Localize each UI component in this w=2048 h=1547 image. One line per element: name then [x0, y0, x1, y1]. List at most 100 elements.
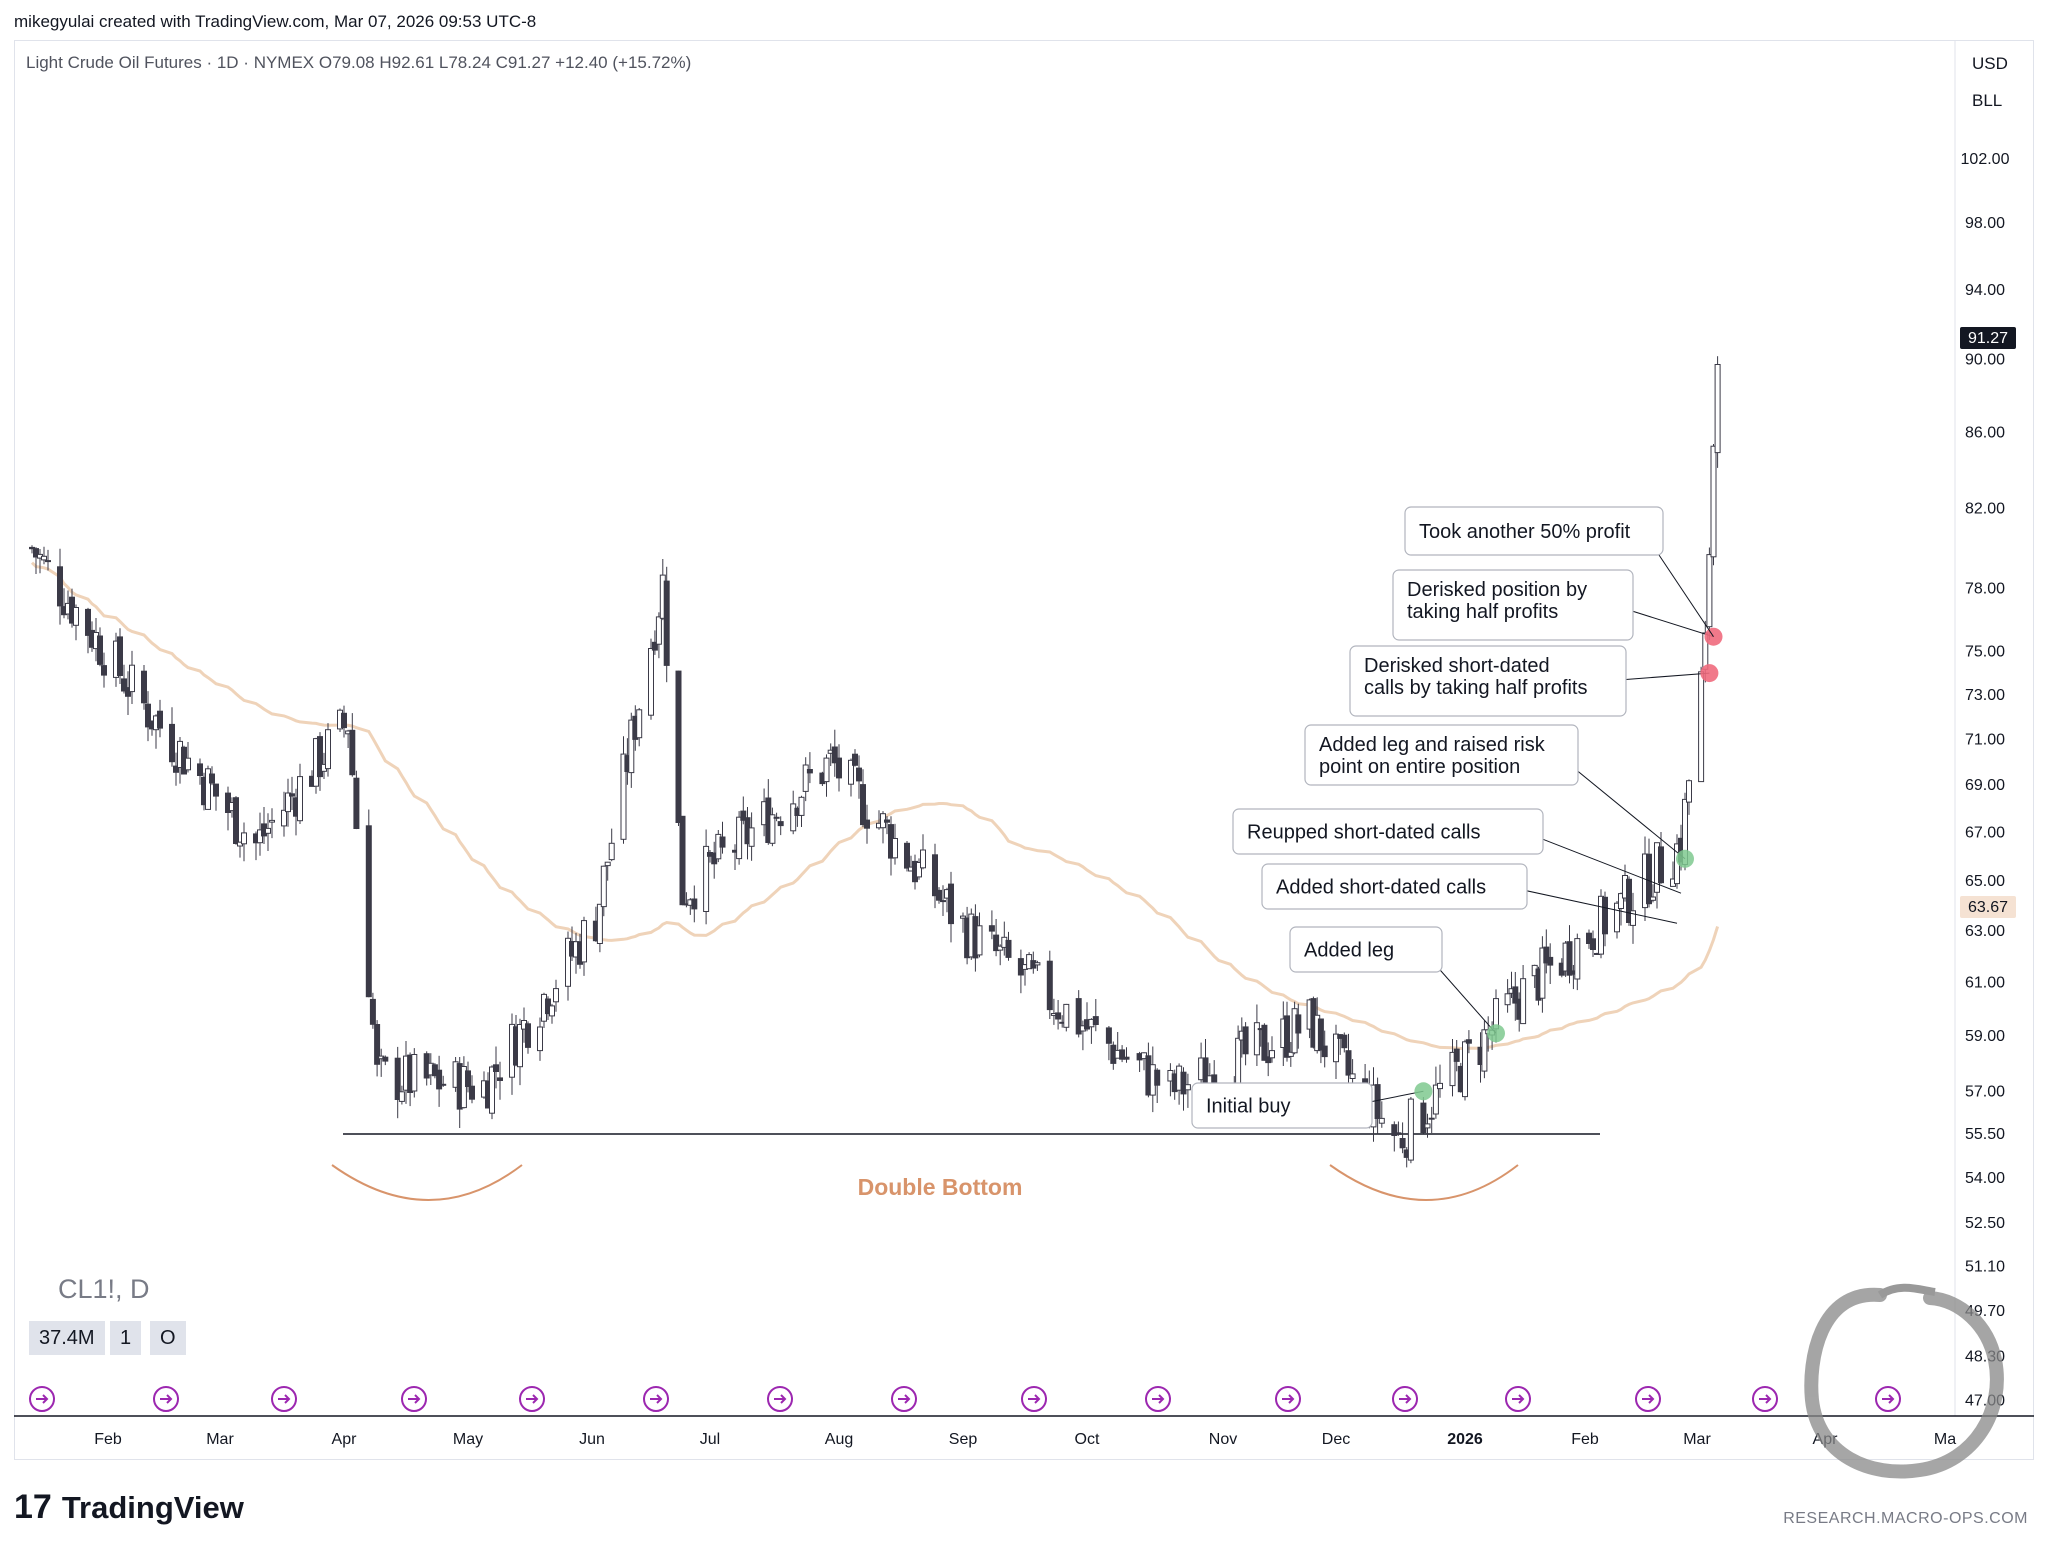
candle-body — [205, 768, 211, 810]
dividend-event-icon[interactable] — [1752, 1386, 1778, 1412]
candle-body — [651, 641, 658, 651]
event-icons[interactable] — [29, 1386, 1901, 1412]
volume-value-box[interactable]: 37.4M — [29, 1321, 105, 1355]
annotation-callout[interactable]: Took another 50% profit — [1404, 506, 1714, 637]
ma-price-value: 63.67 — [1968, 899, 2008, 916]
candle-body — [936, 889, 942, 901]
dividend-event-icon[interactable] — [643, 1386, 669, 1412]
dividend-event-icon[interactable] — [1635, 1386, 1661, 1412]
dividend-event-icon[interactable] — [401, 1386, 427, 1412]
dividend-event-icon[interactable] — [1021, 1386, 1047, 1412]
time-axis[interactable]: Feb Mar Apr May Jun Jul Aug Sep Oct Nov Dec 2026 Feb… — [94, 1431, 1956, 1448]
candle-body — [281, 809, 287, 827]
candle-body — [353, 777, 360, 830]
candle-body — [33, 548, 39, 558]
dividend-event-icon[interactable] — [891, 1386, 917, 1412]
candle-body — [1046, 960, 1053, 1011]
price-tick-label: 52.50 — [1965, 1215, 2005, 1232]
volume-source-box[interactable]: O — [150, 1321, 186, 1355]
time-tick-label: Oct — [1075, 1431, 1100, 1448]
candle-body — [648, 648, 654, 716]
volume-param-box[interactable]: 1 — [110, 1321, 142, 1355]
candle-body — [1261, 1024, 1268, 1061]
annotation-callout[interactable]: Initial buy — [1191, 1082, 1433, 1129]
symbol-legend[interactable]: Light Crude Oil Futures · 1D · NYMEX O79… — [26, 53, 692, 72]
macro-ops-logo-icon — [1804, 1283, 2004, 1479]
symbol-watermark: CL1!, D — [58, 1274, 150, 1304]
dividend-event-icon[interactable] — [1875, 1386, 1901, 1412]
tradingview-logo[interactable]: 17 TradingView — [14, 1488, 244, 1527]
candle-body — [1626, 878, 1632, 923]
candle-body — [1453, 1048, 1460, 1062]
candle-body — [769, 814, 776, 844]
dividend-event-icon[interactable] — [519, 1386, 545, 1412]
dividend-event-icon[interactable] — [271, 1386, 297, 1412]
price-tick-label: 75.00 — [1965, 644, 2005, 661]
last-price-value: 91.27 — [1968, 330, 2008, 347]
candle-body — [831, 746, 838, 764]
chart-credit: mikegyulai created with TradingView.com,… — [14, 12, 537, 31]
dividend-event-icon[interactable] — [1275, 1386, 1301, 1412]
currency-unit[interactable]: BLL — [1972, 91, 2002, 110]
candle-body — [719, 836, 726, 848]
time-tick-label: Apr — [332, 1431, 358, 1448]
dividend-event-icon[interactable] — [1145, 1386, 1171, 1412]
candle-body — [1119, 1049, 1126, 1060]
candle-body — [1574, 938, 1581, 980]
candle-body — [1686, 780, 1692, 803]
double-bottom-label: Double Bottom — [858, 1174, 1023, 1200]
candle-body — [628, 719, 635, 774]
annotation-callout[interactable]: Added short-dated calls — [1261, 863, 1678, 924]
candle-body — [1075, 998, 1082, 1035]
candle-body — [604, 861, 611, 867]
dividend-event-icon[interactable] — [153, 1386, 179, 1412]
candle-body — [1481, 1029, 1488, 1072]
buy-marker — [1487, 1024, 1505, 1043]
candle-body — [1184, 1084, 1191, 1091]
candle-body — [440, 1083, 447, 1086]
currency-usd[interactable]: USD — [1972, 54, 2008, 73]
candle-body — [365, 825, 372, 998]
candle-body — [213, 783, 219, 797]
dividend-event-icon[interactable] — [1392, 1386, 1418, 1412]
double-bottom-arc-left — [331, 1164, 523, 1201]
candle-body — [932, 854, 938, 897]
candle-body — [117, 636, 123, 677]
candle-body — [57, 566, 63, 607]
candle-body — [860, 784, 866, 826]
candle-body — [349, 729, 356, 776]
double-bottom-arc-right — [1329, 1164, 1519, 1201]
candle-body — [382, 1056, 389, 1062]
candle-body — [1295, 1014, 1302, 1034]
dividend-event-icon[interactable] — [767, 1386, 793, 1412]
candle-body — [1395, 1132, 1402, 1135]
candle-body — [806, 769, 813, 774]
moving-average-line — [30, 561, 1720, 1051]
dividend-event-icon[interactable] — [29, 1386, 55, 1412]
candle-body — [285, 792, 291, 813]
candle-body — [823, 757, 830, 783]
candle-body — [620, 753, 627, 840]
research-credit: RESEARCH.MACRO-OPS.COM — [1783, 1510, 2028, 1527]
candle-body — [1547, 956, 1554, 966]
time-tick-label: Dec — [1322, 1431, 1350, 1448]
price-axis[interactable]: 102.00 98.00 94.00 90.00 86.00 82.00 78.00 75.0… — [1961, 151, 2010, 1409]
candle-body — [197, 763, 203, 777]
candle-body — [1269, 1050, 1275, 1059]
candle-body — [1321, 1045, 1328, 1058]
annotation-text: Initial buy — [1206, 1096, 1291, 1118]
price-tick-label: 55.50 — [1965, 1126, 2005, 1143]
candle-body — [904, 842, 910, 869]
candle-body — [398, 1091, 405, 1102]
price-tick-label: 51.10 — [1965, 1258, 2005, 1275]
annotation-text: Derisked position by — [1407, 579, 1587, 601]
price-tick-label: 63.00 — [1965, 923, 2005, 940]
candle-body — [600, 865, 607, 908]
dividend-event-icon[interactable] — [1505, 1386, 1531, 1412]
annotation-callout[interactable]: Reupped short-dated calls — [1232, 808, 1682, 894]
annotation-callout[interactable]: Added leg — [1289, 926, 1505, 1043]
